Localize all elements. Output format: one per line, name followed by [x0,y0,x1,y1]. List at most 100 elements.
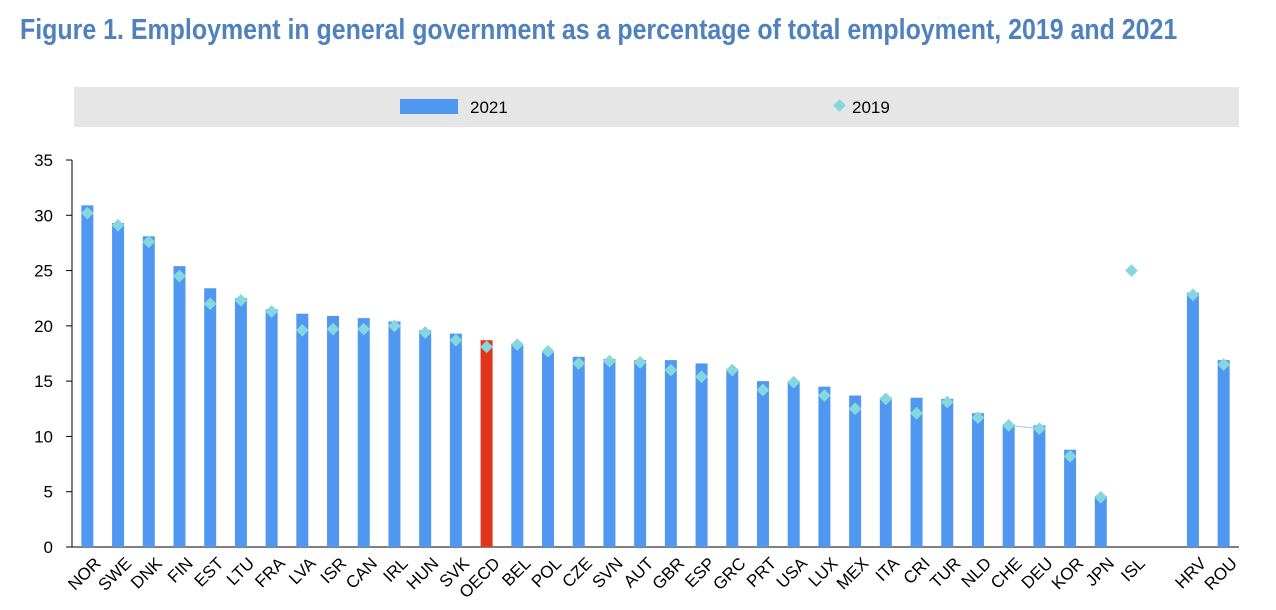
x-tick-label: KOR [1048,554,1087,593]
bar-prt [756,381,769,547]
bars-2021 [81,205,1230,548]
bar-svk [449,333,462,547]
bar-gbr [664,360,677,547]
marker-nor [80,206,94,220]
bar-cze [572,356,585,547]
y-tick-label: 0 [44,538,53,557]
bar-bel [511,343,524,547]
bar-dnk [142,236,155,547]
bar-aut [634,360,647,547]
x-tick-label: GRC [709,554,749,594]
marker-swe [111,218,125,232]
marker-lva [295,323,309,337]
y-tick-label: 5 [44,483,53,502]
x-tick-label: HUN [403,554,442,593]
bar-che [1002,424,1015,547]
bar-esp [695,363,708,547]
bar-grc [726,368,739,547]
bar-ita [879,397,892,547]
marker-isr [326,322,340,336]
y-tick-label: 35 [34,151,53,170]
marker-svk [449,333,463,347]
y-tick-label: 15 [34,372,53,391]
x-tick-label: CZE [558,554,595,591]
x-tick-label: SVN [589,554,627,592]
bar-rou [1217,360,1230,547]
bar-est [204,288,217,547]
x-tick-label: NLD [958,554,995,591]
bar-nor [81,205,94,547]
x-tick-label: HRV [1172,553,1211,592]
marker-ltu [234,294,248,307]
x-tick-label: CHE [987,554,1026,593]
x-tick-label: POL [528,554,565,591]
x-tick-label: TUR [926,554,964,592]
x-tick-label: EST [191,554,228,591]
x-tick-label: FIN [164,554,197,587]
bar-isr [327,315,340,547]
marker-dnk [142,235,156,249]
y-tick-label: 25 [34,262,53,281]
bar-ltu [234,298,247,547]
marker-hun [418,326,432,339]
bar-usa [787,381,800,547]
bar-irl [388,321,401,547]
bar-kor [1064,449,1077,547]
x-tick-label: DNK [127,553,166,592]
x-tick-label: ROU [1201,554,1241,594]
bar-tur [941,398,954,547]
bar-fra [265,309,278,547]
bar-pol [542,352,555,547]
x-tick-label: LTU [223,554,258,589]
bar-cri [910,397,923,547]
marker-fra [265,305,278,318]
bar-deu [1033,425,1046,547]
y-tick-label: 30 [34,206,53,225]
legend-label-2021: 2021 [470,98,508,117]
x-tick-label: CRI [900,554,934,588]
x-tick-label: BEL [498,554,534,590]
x-tick-label: JPN [1082,554,1118,590]
x-tick-label: NOR [64,554,104,594]
bar-lux [818,386,831,547]
bar-svn [603,359,616,547]
bar-swe [112,223,125,548]
markers-2019 [80,206,1231,504]
y-ticks: 0 5 10 15 20 25 30 35 [34,151,72,557]
x-tick-label: ISL [1117,554,1148,585]
bar-nld [971,413,984,547]
x-tick-label: LVA [285,553,320,588]
x-tick-labels: NORSWEDNKFINESTLTUFRALVAISRCANIRLHUNSVKO… [64,553,1240,602]
legend-band [74,87,1239,127]
marker-est [203,297,217,311]
marker-irl [388,319,401,333]
marker-can [357,322,371,336]
y-tick-label: 20 [34,317,53,336]
legend-label-2019: 2019 [852,98,890,117]
bar-mex [849,395,862,547]
x-tick-label: PRT [743,554,780,591]
bar-hun [419,330,432,547]
x-tick-label: LUX [805,554,842,591]
x-tick-label: DEU [1018,554,1057,593]
chart-title: Figure 1. Employment in general governme… [20,14,1178,46]
bar-hrv [1186,292,1199,547]
x-tick-label: MEX [833,554,872,593]
x-tick-label: ITA [872,553,904,585]
bar-jpn [1094,496,1107,547]
marker-fin [173,269,186,283]
y-tick-label: 10 [34,427,53,446]
x-tick-label: USA [773,553,812,592]
x-tick-label: AUT [620,554,657,591]
x-tick-label: GBR [649,554,688,593]
bar-oecd [480,340,493,547]
x-tick-label: FRA [251,553,289,591]
bar-lva [296,313,309,547]
x-tick-label: SWE [94,554,135,595]
legend-swatch-2021 [400,99,458,114]
marker-isl [1125,264,1138,277]
x-tick-label: CAN [342,554,381,593]
bar-fin [173,266,186,547]
bar-can [357,318,370,547]
